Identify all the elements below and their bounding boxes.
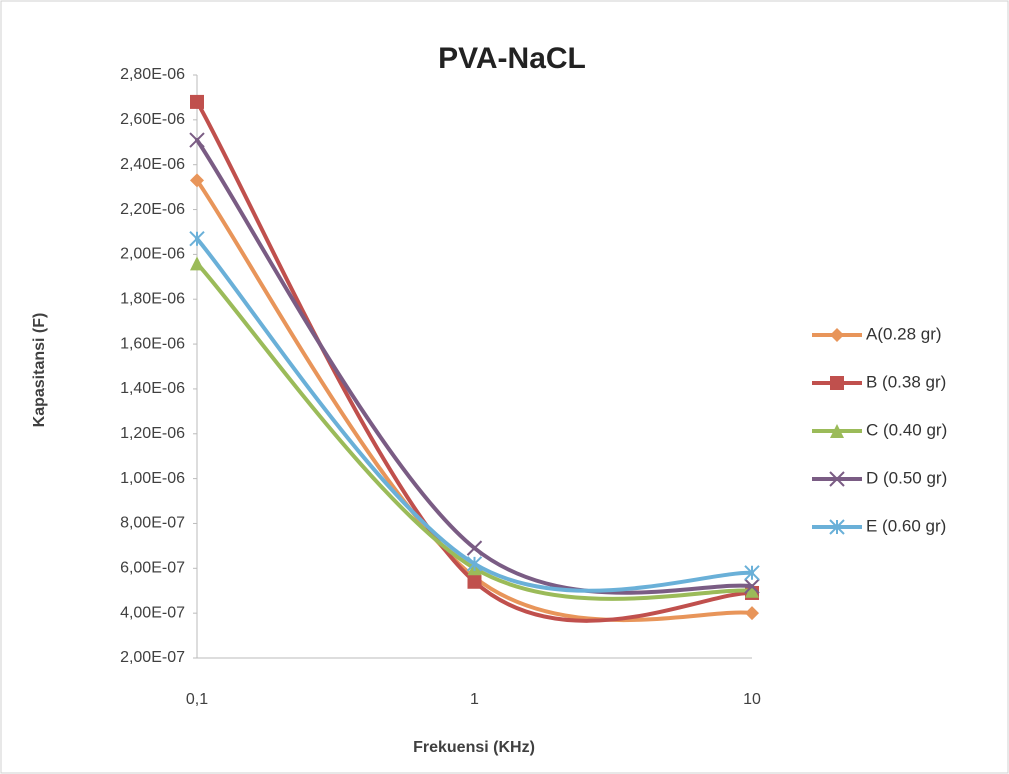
marker: [190, 95, 204, 109]
page: {"chart_data": {"type": "line", "title":…: [0, 0, 1009, 774]
y-tick-label: 8,00E-07: [120, 515, 185, 532]
y-tick-label: 2,60E-06: [120, 111, 185, 128]
legend-label: E (0.60 gr): [866, 516, 946, 535]
y-tick-label: 2,40E-06: [120, 156, 185, 173]
y-tick-label: 2,20E-06: [120, 201, 185, 218]
y-tick-label: 1,20E-06: [120, 425, 185, 442]
y-tick-label: 1,00E-06: [120, 470, 185, 487]
y-tick-label: 2,80E-06: [120, 66, 185, 83]
legend-label: B (0.38 gr): [866, 372, 946, 391]
legend-label: A(0.28 gr): [866, 324, 942, 343]
y-tick-label: 1,60E-06: [120, 335, 185, 352]
y-axis-label: Kapasitansi (F): [31, 313, 48, 428]
legend-label: C (0.40 gr): [866, 420, 947, 439]
y-tick-label: 6,00E-07: [120, 560, 185, 577]
y-tick-label: 4,00E-07: [120, 604, 185, 621]
y-tick-label: 2,00E-07: [120, 649, 185, 666]
x-axis-label: Frekuensi (KHz): [413, 739, 535, 756]
chart-title: PVA-NaCL: [438, 42, 586, 75]
legend-label: D (0.50 gr): [866, 468, 947, 487]
marker: [468, 575, 482, 589]
x-tick-label: 1: [470, 691, 479, 708]
y-tick-label: 1,40E-06: [120, 380, 185, 397]
y-tick-label: 2,00E-06: [120, 246, 185, 263]
x-tick-label: 0,1: [186, 691, 208, 708]
chart: PVA-NaCL Kapasitansi (F) Frekuensi (KHz)…: [0, 0, 1009, 774]
x-tick-label: 10: [743, 691, 761, 708]
marker: [830, 376, 844, 390]
y-tick-label: 1,80E-06: [120, 290, 185, 307]
